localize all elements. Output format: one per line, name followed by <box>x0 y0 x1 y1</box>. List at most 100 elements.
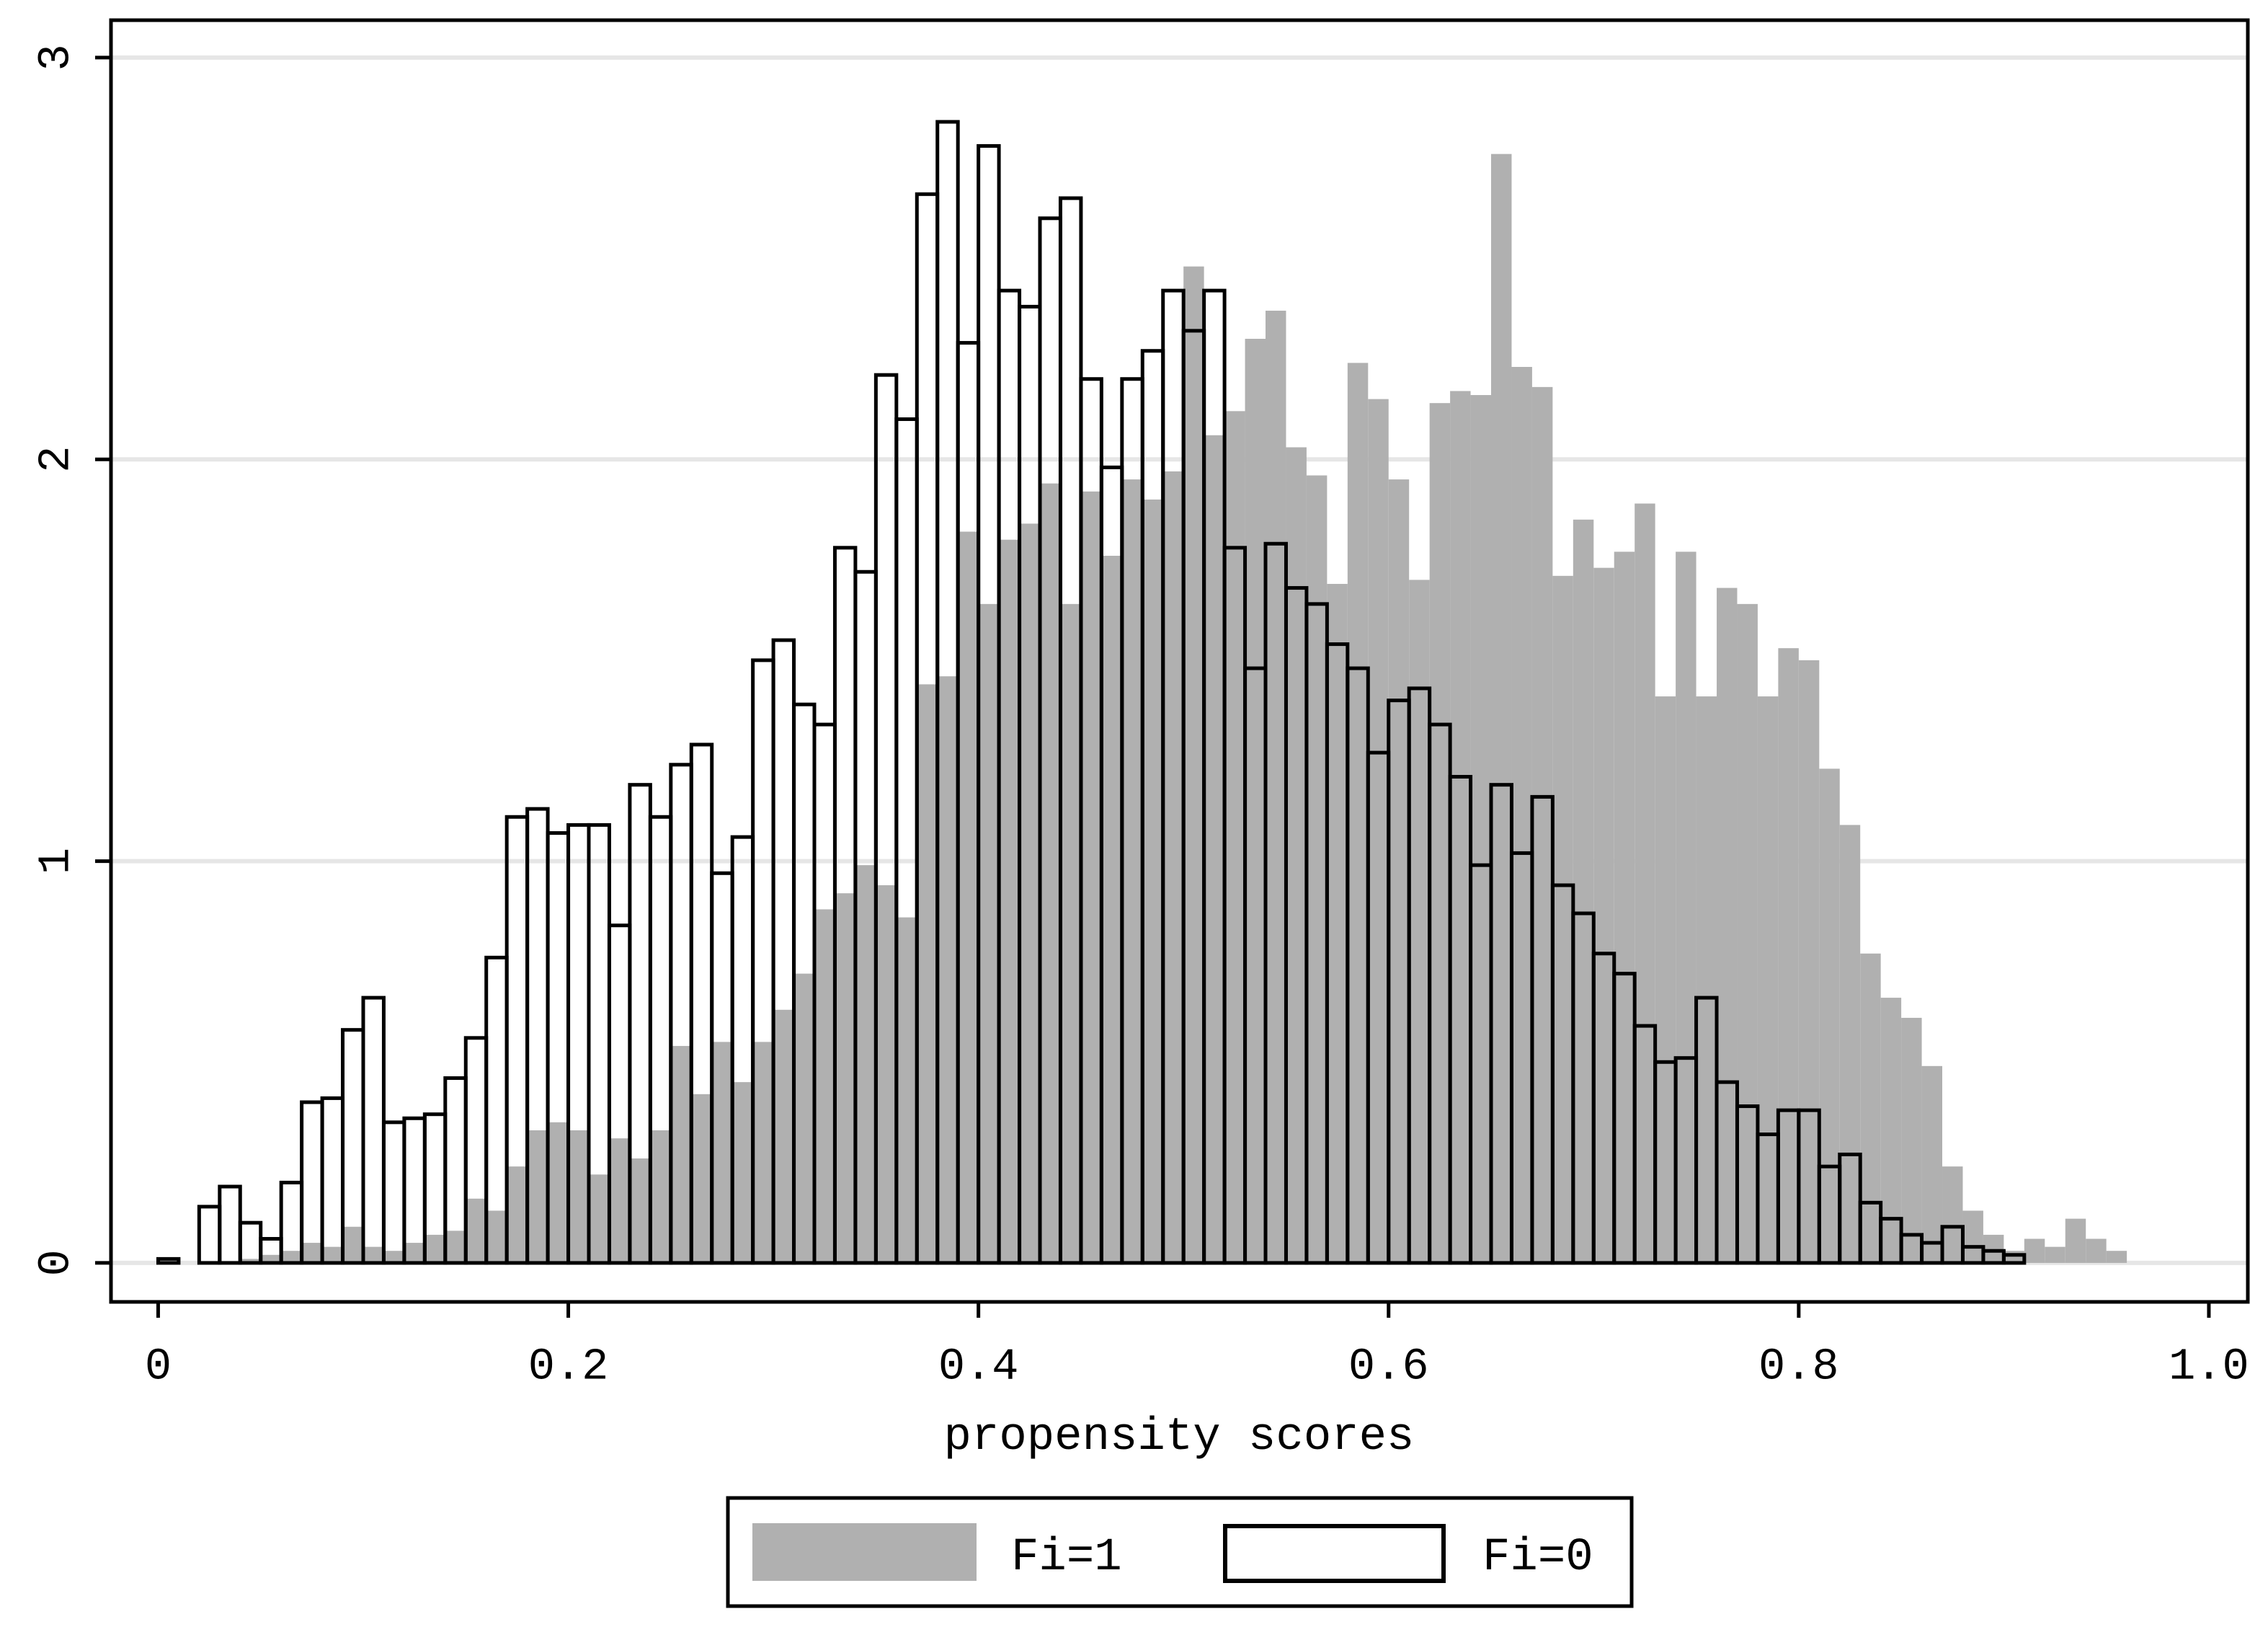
legend-swatch <box>1223 1524 1446 1583</box>
bar <box>1921 1065 1943 1263</box>
bar <box>240 1259 261 1263</box>
bar <box>1491 154 1512 1263</box>
bar <box>1983 1234 2004 1263</box>
bar <box>322 1246 343 1263</box>
bar <box>548 1122 569 1263</box>
bar <box>486 1210 507 1263</box>
bar <box>466 1198 486 1263</box>
bar <box>1696 696 1717 1263</box>
bar <box>2001 1253 2027 1265</box>
bar <box>773 1009 794 1263</box>
bar <box>1635 503 1655 1263</box>
bar <box>732 1082 753 1263</box>
bar <box>609 1138 630 1263</box>
bar <box>445 1231 466 1263</box>
bar <box>2106 1251 2127 1263</box>
bar <box>301 1243 323 1263</box>
x-tick-label: 0.6 <box>1348 1341 1429 1392</box>
bar <box>958 531 979 1263</box>
bar <box>1676 551 1696 1263</box>
bar <box>670 1045 692 1263</box>
bar <box>588 1174 610 1263</box>
bar <box>793 973 815 1263</box>
legend-label: Fi=1 <box>1011 1532 1122 1584</box>
bar <box>896 917 917 1263</box>
bar <box>404 1243 425 1263</box>
bar <box>1593 567 1614 1263</box>
y-tick-label: 1 <box>30 848 81 874</box>
y-tick-label: 3 <box>30 44 81 71</box>
bar <box>1388 479 1410 1263</box>
bar <box>691 1094 712 1263</box>
bar <box>1327 583 1348 1263</box>
bar <box>1286 447 1307 1263</box>
bar <box>424 1234 445 1263</box>
bar <box>814 909 835 1263</box>
bar <box>1531 386 1553 1263</box>
bar <box>2004 1251 2024 1263</box>
bar <box>1409 580 1430 1263</box>
bar <box>711 1042 733 1263</box>
bar <box>835 893 855 1263</box>
bar <box>1901 1017 1922 1263</box>
bar <box>1162 471 1184 1263</box>
axes: 0 1 2 3 0 0.2 0.4 0.6 0.8 1.0 <box>30 44 2249 1392</box>
bar <box>1880 998 1902 1263</box>
bar <box>1470 395 1492 1263</box>
bar <box>855 865 876 1263</box>
bar <box>2045 1246 2065 1263</box>
bar <box>1614 551 1635 1263</box>
bar <box>1573 519 1594 1263</box>
bar <box>2086 1238 2107 1263</box>
bar <box>1942 1166 1963 1263</box>
bar <box>876 885 897 1263</box>
bar <box>1962 1210 1983 1263</box>
bar <box>1204 435 1225 1263</box>
bar <box>1860 953 1881 1263</box>
legend-box <box>726 1496 1634 1608</box>
bar <box>1080 491 1102 1263</box>
bar <box>629 1158 651 1263</box>
bar <box>1429 403 1451 1263</box>
bar <box>1450 391 1471 1263</box>
legend-label: Fi=0 <box>1482 1532 1593 1584</box>
bar <box>1183 266 1204 1263</box>
bar <box>1757 696 1779 1263</box>
y-tick-label: 0 <box>30 1249 81 1276</box>
bar <box>1306 475 1328 1263</box>
bar <box>568 1130 589 1263</box>
bar <box>1121 479 1143 1263</box>
legend-swatch <box>752 1523 977 1581</box>
bar <box>342 1226 363 1263</box>
bar <box>1101 555 1122 1263</box>
bar <box>650 1130 671 1263</box>
bar <box>383 1251 404 1263</box>
bar <box>937 676 959 1263</box>
bar <box>363 1246 384 1263</box>
bar <box>978 603 1000 1263</box>
bar <box>1839 825 1861 1263</box>
bar <box>999 539 1020 1263</box>
bar <box>1019 523 1041 1263</box>
bar <box>1798 660 1820 1263</box>
x-tick-label: 0.4 <box>938 1341 1019 1392</box>
bar <box>156 1256 181 1265</box>
bar <box>1266 310 1286 1263</box>
bars <box>156 120 2127 1265</box>
x-tick-label: 0.8 <box>1758 1341 1839 1392</box>
bar <box>1940 1225 1965 1265</box>
bar <box>1347 363 1369 1263</box>
bar <box>507 1166 528 1263</box>
bar <box>1655 696 1676 1263</box>
x-tick-label: 1.0 <box>2169 1341 2249 1392</box>
x-tick-label: 0.2 <box>528 1341 609 1392</box>
x-tick-label: 0 <box>145 1341 172 1392</box>
bar <box>752 1042 774 1263</box>
bar <box>1819 768 1840 1263</box>
bar <box>1717 588 1738 1263</box>
bar <box>1060 603 1081 1263</box>
bar <box>2065 1218 2086 1263</box>
bar <box>1040 483 1061 1263</box>
bar <box>1245 338 1266 1263</box>
plot-frame <box>109 18 2250 1304</box>
